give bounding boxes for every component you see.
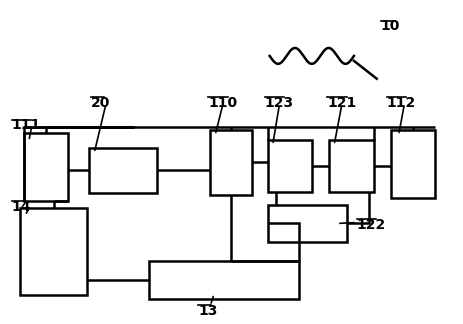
Bar bbox=[267, 205, 346, 242]
Bar bbox=[24, 133, 68, 201]
Text: 20: 20 bbox=[91, 96, 110, 110]
Text: 111: 111 bbox=[12, 118, 41, 133]
Bar bbox=[20, 208, 87, 295]
Text: 14: 14 bbox=[12, 200, 31, 214]
Bar bbox=[89, 148, 156, 193]
Text: 121: 121 bbox=[326, 96, 356, 110]
Bar bbox=[210, 130, 251, 195]
Text: 122: 122 bbox=[356, 217, 385, 232]
Bar bbox=[149, 261, 299, 299]
Text: 110: 110 bbox=[208, 96, 237, 110]
Text: 10: 10 bbox=[380, 19, 399, 33]
Bar bbox=[390, 130, 434, 198]
Text: 112: 112 bbox=[386, 96, 415, 110]
Bar bbox=[267, 140, 312, 192]
Bar bbox=[328, 140, 373, 192]
Text: 123: 123 bbox=[264, 96, 293, 110]
Text: 13: 13 bbox=[198, 304, 217, 318]
